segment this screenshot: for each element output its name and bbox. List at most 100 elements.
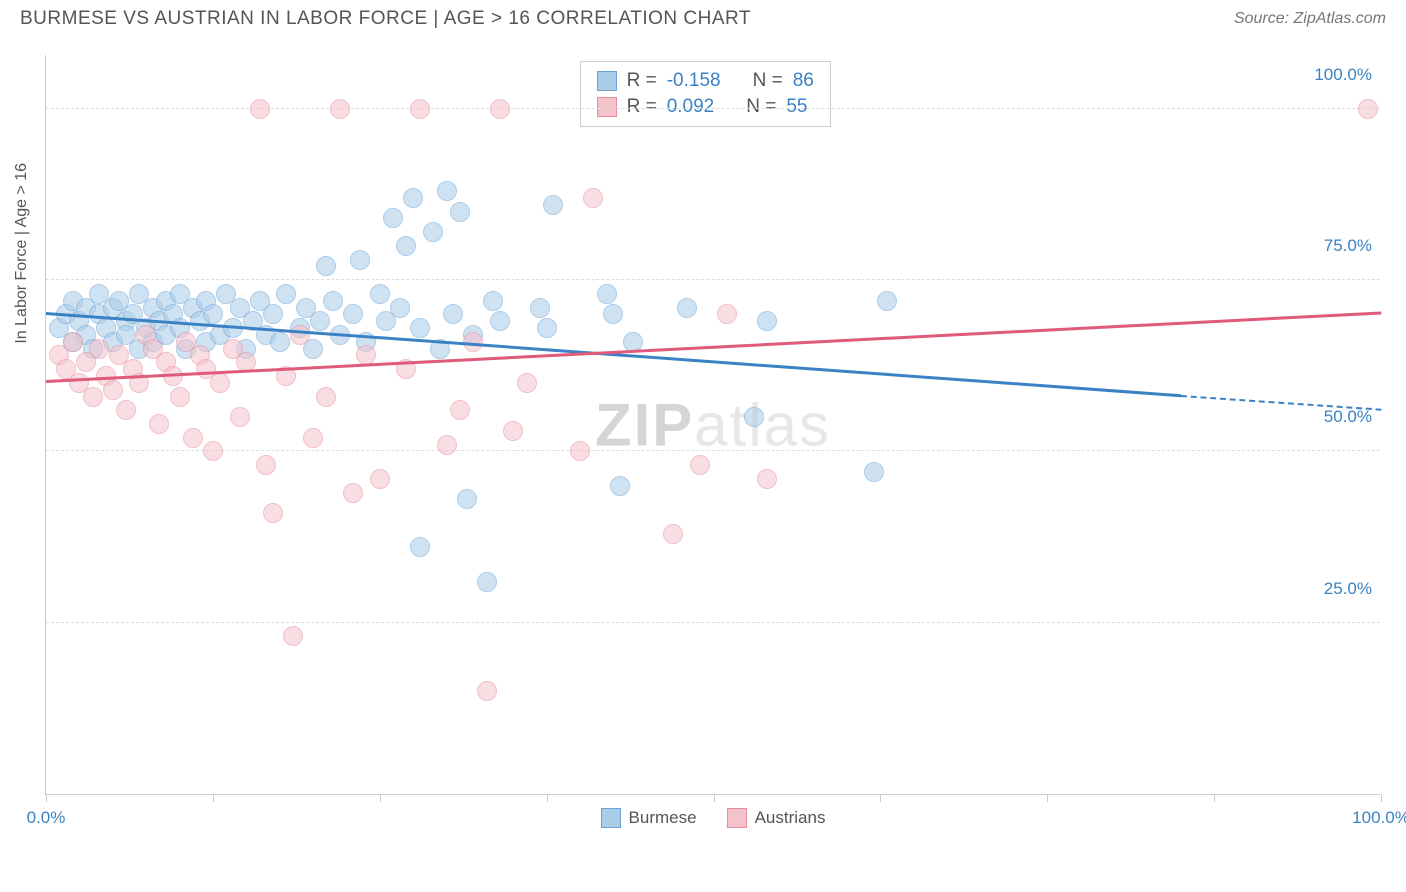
grid-line [46, 450, 1380, 451]
chart-title: BURMESE VS AUSTRIAN IN LABOR FORCE | AGE… [20, 8, 751, 30]
data-point [457, 489, 477, 509]
data-point [677, 298, 697, 318]
stat-r-value: -0.158 [667, 70, 721, 92]
data-point [370, 284, 390, 304]
x-tick [880, 794, 881, 802]
data-point [757, 469, 777, 489]
x-tick [547, 794, 548, 802]
data-point [383, 208, 403, 228]
x-tick [714, 794, 715, 802]
data-point [403, 188, 423, 208]
data-point [597, 284, 617, 304]
stat-n-value: 86 [793, 70, 814, 92]
legend-item: Burmese [601, 808, 697, 828]
y-axis-label: In Labor Force | Age > 16 [13, 162, 31, 343]
data-point [183, 428, 203, 448]
data-point [330, 99, 350, 119]
correlation-stats-box: R =-0.158N =86R =0.092N =55 [580, 61, 831, 127]
data-point [543, 195, 563, 215]
data-point [390, 298, 410, 318]
stats-row: R = -0.158 N = 86 [597, 68, 814, 94]
data-point [583, 188, 603, 208]
watermark: ZIPatlas [595, 390, 831, 459]
legend-label: Austrians [755, 808, 826, 828]
data-point [276, 284, 296, 304]
data-point [410, 318, 430, 338]
stat-r-label: R = [627, 70, 657, 92]
data-point [370, 469, 390, 489]
data-point [270, 332, 290, 352]
data-point [663, 524, 683, 544]
data-point [290, 325, 310, 345]
x-tick [380, 794, 381, 802]
data-point [116, 400, 136, 420]
x-tick [213, 794, 214, 802]
data-point [450, 202, 470, 222]
y-tick-label: 100.0% [1314, 65, 1372, 85]
data-point [610, 476, 630, 496]
source-attribution: Source: ZipAtlas.com [1234, 10, 1386, 28]
data-point [263, 503, 283, 523]
data-point [864, 462, 884, 482]
y-tick-label: 75.0% [1324, 236, 1372, 256]
data-point [103, 380, 123, 400]
grid-line [46, 108, 1380, 109]
data-point [477, 681, 497, 701]
grid-line [46, 622, 1380, 623]
data-point [517, 373, 537, 393]
data-point [310, 311, 330, 331]
x-tick [1047, 794, 1048, 802]
data-point [316, 256, 336, 276]
legend-item: Austrians [727, 808, 826, 828]
data-point [230, 407, 250, 427]
data-point [83, 387, 103, 407]
data-point [283, 626, 303, 646]
data-point [503, 421, 523, 441]
data-point [437, 181, 457, 201]
legend-swatch [601, 808, 621, 828]
data-point [477, 572, 497, 592]
data-point [303, 428, 323, 448]
trend-line-extrapolated [1181, 395, 1381, 411]
data-point [203, 304, 223, 324]
x-tick-label: 100.0% [1352, 808, 1406, 828]
x-tick [1381, 794, 1382, 802]
data-point [603, 304, 623, 324]
data-point [396, 236, 416, 256]
data-point [410, 537, 430, 557]
y-tick-label: 50.0% [1324, 407, 1372, 427]
y-tick-label: 25.0% [1324, 579, 1372, 599]
data-point [203, 441, 223, 461]
data-point [437, 435, 457, 455]
data-point [63, 332, 83, 352]
data-point [89, 339, 109, 359]
data-point [570, 441, 590, 461]
data-point [757, 311, 777, 331]
data-point [170, 387, 190, 407]
data-point [423, 222, 443, 242]
data-point [490, 99, 510, 119]
series-legend: Burmese Austrians [46, 808, 1380, 828]
legend-swatch [727, 808, 747, 828]
data-point [450, 400, 470, 420]
stat-n-label: N = [753, 70, 783, 92]
x-tick [46, 794, 47, 802]
scatter-chart: In Labor Force | Age > 16 ZIPatlas R =-0… [45, 55, 1380, 795]
data-point [530, 298, 550, 318]
data-point [256, 455, 276, 475]
data-point [1358, 99, 1378, 119]
data-point [483, 291, 503, 311]
grid-line [46, 279, 1380, 280]
data-point [690, 455, 710, 475]
data-point [537, 318, 557, 338]
data-point [343, 483, 363, 503]
data-point [316, 387, 336, 407]
data-point [744, 407, 764, 427]
x-tick-label: 0.0% [27, 808, 66, 828]
data-point [350, 250, 370, 270]
data-point [410, 99, 430, 119]
data-point [717, 304, 737, 324]
data-point [323, 291, 343, 311]
data-point [250, 99, 270, 119]
data-point [877, 291, 897, 311]
